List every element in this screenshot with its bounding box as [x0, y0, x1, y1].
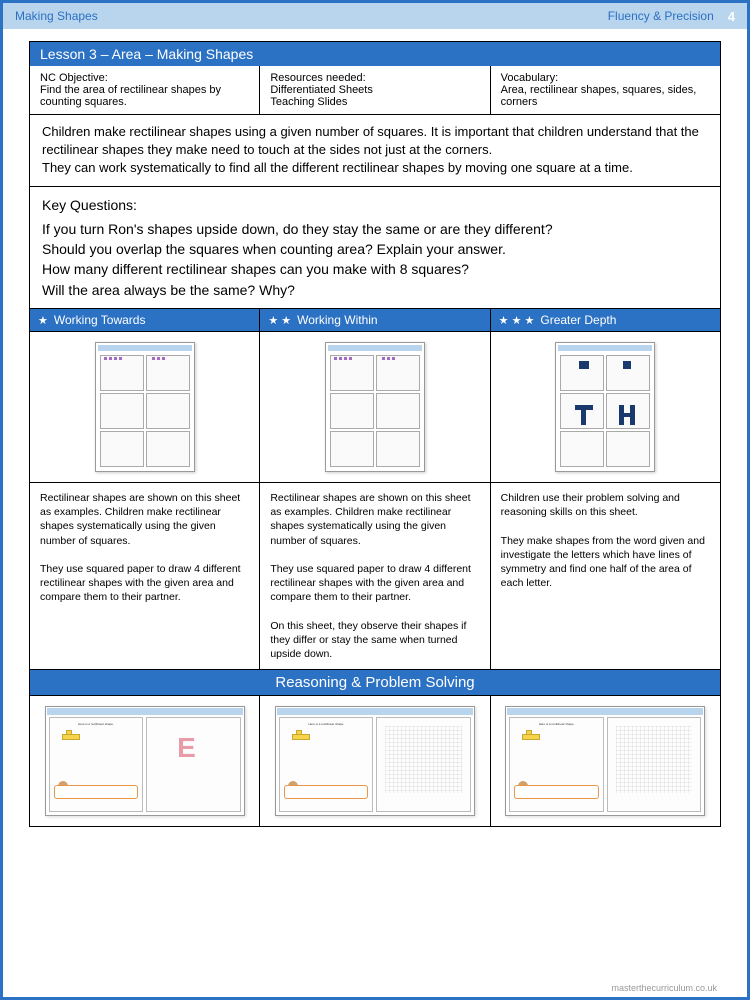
star-icon: ★ ★: [268, 314, 291, 327]
working-within-header: ★ ★Working Within: [260, 309, 490, 331]
keyq-1: If you turn Ron's shapes upside down, do…: [42, 219, 708, 239]
page-number: 4: [728, 9, 735, 24]
star-icon: ★ ★ ★: [499, 314, 535, 327]
topbar-left: Making Shapes: [15, 9, 98, 23]
worksheet-thumbs: [29, 332, 721, 483]
working-towards-header: ★Working Towards: [30, 309, 260, 331]
wt-desc: Rectilinear shapes are shown on this she…: [30, 483, 260, 669]
topbar-right: Fluency & Precision 4: [608, 9, 735, 24]
rp-thumb-2: Here is a rectilinear shape.: [260, 696, 490, 826]
thumb-ww: [260, 332, 490, 482]
keyq-4: Will the area always be the same? Why?: [42, 280, 708, 300]
thumb-wt: [30, 332, 260, 482]
vocab-cell: Vocabulary: Area, rectilinear shapes, sq…: [491, 66, 720, 114]
star-icon: ★: [38, 314, 48, 327]
reasoning-thumb-icon: Here is a rectilinear shape.: [505, 706, 705, 816]
reasoning-thumb-icon: Here is a rectilinear shape. E: [45, 706, 245, 816]
lesson-title: Lesson 3 – Area – Making Shapes: [30, 42, 720, 66]
info-row: NC Objective: Find the area of rectiline…: [30, 66, 720, 114]
gd-desc: Children use their problem solving and r…: [491, 483, 720, 669]
worksheet-thumb-icon: [325, 342, 425, 472]
reasoning-thumbs: Here is a rectilinear shape. E Here is a…: [29, 696, 721, 827]
footer-url: masterthecurriculum.co.uk: [611, 983, 717, 993]
reasoning-header: Reasoning & Problem Solving: [29, 670, 721, 696]
rp-thumb-3: Here is a rectilinear shape.: [491, 696, 720, 826]
resources-cell: Resources needed: Differentiated Sheets …: [260, 66, 490, 114]
worksheet-thumb-icon: [555, 342, 655, 472]
lesson-panel: Lesson 3 – Area – Making Shapes NC Objec…: [29, 41, 721, 115]
key-questions-box: Key Questions: If you turn Ron's shapes …: [29, 187, 721, 309]
keyq-2: Should you overlap the squares when coun…: [42, 239, 708, 259]
ww-desc: Rectilinear shapes are shown on this she…: [260, 483, 490, 669]
intro-box: Children make rectilinear shapes using a…: [29, 115, 721, 187]
thumb-gd: [491, 332, 720, 482]
top-bar: Making Shapes Fluency & Precision 4: [3, 3, 747, 29]
page-content: Lesson 3 – Area – Making Shapes NC Objec…: [3, 29, 747, 839]
reasoning-thumb-icon: Here is a rectilinear shape.: [275, 706, 475, 816]
rp-thumb-1: Here is a rectilinear shape. E: [30, 696, 260, 826]
greater-depth-header: ★ ★ ★Greater Depth: [491, 309, 720, 331]
worksheet-thumb-icon: [95, 342, 195, 472]
level-headers: ★Working Towards ★ ★Working Within ★ ★ ★…: [29, 309, 721, 332]
keyq-3: How many different rectilinear shapes ca…: [42, 259, 708, 279]
keyq-label: Key Questions:: [42, 195, 708, 215]
level-descriptions: Rectilinear shapes are shown on this she…: [29, 483, 721, 670]
objective-cell: NC Objective: Find the area of rectiline…: [30, 66, 260, 114]
